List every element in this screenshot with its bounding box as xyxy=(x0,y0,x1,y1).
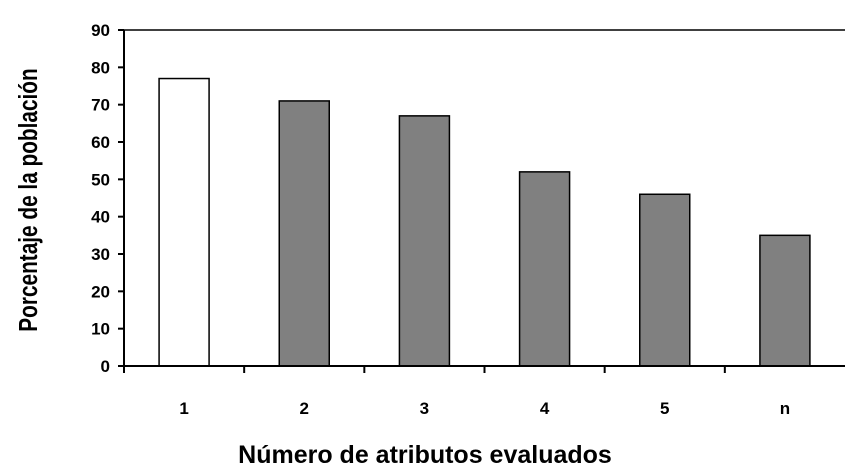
x-axis-ticks: 1 2 3 4 5 n xyxy=(123,366,790,418)
y-tick-label: 10 xyxy=(91,320,110,339)
bar-4 xyxy=(518,171,571,367)
y-axis-title: Porcentaje de la población xyxy=(14,68,43,331)
y-tick-label: 40 xyxy=(91,208,110,227)
x-axis-title: Número de atributos evaluados xyxy=(238,441,612,469)
x-tick-label-4: 4 xyxy=(540,399,550,418)
x-tick-label-n: n xyxy=(780,399,790,418)
y-tick-label: 90 xyxy=(91,21,110,40)
y-tick-label: 60 xyxy=(91,133,110,152)
bar-3 xyxy=(398,115,451,367)
y-axis-ticks: 0 10 20 30 40 50 60 70 80 90 xyxy=(91,21,124,376)
y-tick-label: 0 xyxy=(101,357,110,376)
y-tick-label: 50 xyxy=(91,170,110,189)
bar-5 xyxy=(639,193,691,367)
y-tick-label: 70 xyxy=(91,96,110,115)
x-tick-label-1: 1 xyxy=(179,399,188,418)
y-tick-label: 20 xyxy=(91,282,110,301)
x-tick-label-2: 2 xyxy=(300,399,309,418)
bars-group xyxy=(158,77,811,367)
x-tick-label-5: 5 xyxy=(660,399,669,418)
bar-n xyxy=(759,234,811,367)
x-tick-label-3: 3 xyxy=(420,399,429,418)
bar-1 xyxy=(158,77,210,367)
y-tick-label: 80 xyxy=(91,58,110,77)
y-tick-label: 30 xyxy=(91,245,110,264)
bar-2 xyxy=(278,100,330,367)
